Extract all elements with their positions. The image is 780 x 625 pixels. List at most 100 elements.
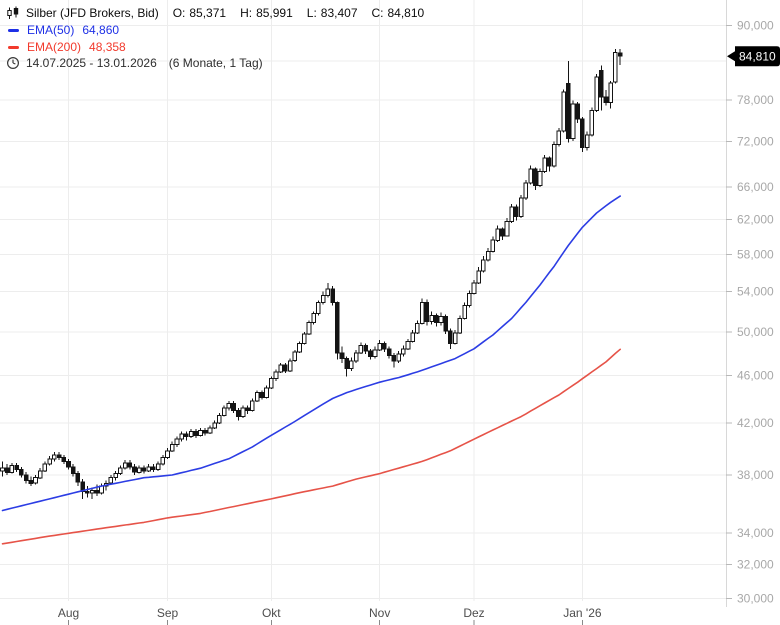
ema50-legend-row: EMA(50) 64,860 <box>6 23 119 37</box>
candle <box>198 427 203 437</box>
candle <box>56 452 62 461</box>
clock-icon <box>6 56 20 70</box>
candle <box>302 331 307 345</box>
candle <box>617 49 623 65</box>
last-price-tag: 84,810 <box>727 46 780 67</box>
candle <box>566 61 571 143</box>
candle <box>561 89 566 133</box>
candle <box>372 346 378 359</box>
candle <box>207 425 213 435</box>
ema200-line <box>1 348 621 545</box>
candle <box>462 302 467 320</box>
candle <box>476 267 481 284</box>
candle <box>448 328 453 349</box>
ema200-label: EMA(200) 48,358 <box>27 40 126 54</box>
y-axis-labels: 90,000 78,000 72,000 66,000 62,000 58,000 54,0… <box>726 18 774 605</box>
candle <box>9 462 15 474</box>
candle <box>424 299 430 326</box>
candle <box>75 470 81 487</box>
candle <box>490 236 496 253</box>
candle <box>438 312 444 326</box>
candle <box>509 203 514 223</box>
y-axis-label: 58,000 <box>737 247 774 261</box>
candle <box>240 405 246 418</box>
candle <box>85 486 90 498</box>
period-range: 14.07.2025 - 13.01.2026 <box>26 56 157 70</box>
instrument-title: Silber (JFD Brokers, Bid) <box>26 6 159 20</box>
candle <box>28 476 34 487</box>
candle <box>250 398 255 412</box>
y-axis-label: 72,000 <box>737 135 774 149</box>
candle <box>89 487 95 499</box>
candle <box>551 141 557 168</box>
candle <box>452 329 458 345</box>
candle <box>287 358 293 372</box>
candlestick-icon <box>6 6 20 20</box>
candle <box>136 465 142 474</box>
candle <box>132 464 137 475</box>
month-label: Jan '26 <box>563 606 602 620</box>
y-axis-label: 38,000 <box>737 468 774 482</box>
candle <box>386 346 392 359</box>
candle <box>99 483 104 495</box>
candle <box>122 460 128 470</box>
candle <box>231 400 236 413</box>
candle <box>4 464 10 475</box>
candle <box>344 356 349 377</box>
candle <box>325 283 331 298</box>
v-gridlines <box>68 0 583 601</box>
candle <box>594 73 599 113</box>
ema200-dash-icon <box>8 45 19 49</box>
ohlc-open: O: 85,371 <box>172 6 227 20</box>
candle <box>155 461 161 471</box>
y-axis-label: 78,000 <box>737 93 774 107</box>
period-detail: (6 Monate, 1 Tag) <box>168 56 263 70</box>
candle <box>33 475 38 485</box>
candle <box>316 300 321 316</box>
candle <box>70 464 76 477</box>
candle <box>259 390 265 400</box>
candle <box>127 460 133 470</box>
candle <box>613 49 618 84</box>
y-axis-label: 30,000 <box>737 591 774 605</box>
candle <box>80 479 86 499</box>
instrument-legend-row: Silber (JFD Brokers, Bid) O: 85,371 H: 85,… <box>6 6 424 20</box>
candle <box>467 290 472 308</box>
candle <box>382 341 387 352</box>
candle <box>419 298 425 325</box>
candle <box>113 470 119 481</box>
y-axis-label: 32,000 <box>737 558 774 572</box>
candle <box>589 107 595 137</box>
candle <box>146 464 151 473</box>
candle <box>221 405 227 417</box>
candle <box>202 427 208 436</box>
candle <box>174 436 180 447</box>
candle <box>608 80 614 109</box>
candle <box>368 348 373 360</box>
candle <box>335 301 340 360</box>
candle <box>396 351 401 363</box>
y-axis-label: 46,000 <box>737 368 774 382</box>
candles <box>0 49 623 499</box>
candle <box>514 204 519 221</box>
period-legend-row: 14.07.2025 - 13.01.2026 (6 Monate, 1 Tag… <box>6 56 263 70</box>
candle <box>108 475 114 485</box>
candle <box>212 420 217 429</box>
candle <box>118 465 123 475</box>
candle <box>306 320 312 335</box>
candle <box>292 349 298 362</box>
candle <box>410 329 415 343</box>
candle <box>235 408 241 421</box>
candle <box>575 101 581 124</box>
candle <box>533 167 538 191</box>
candle <box>528 165 533 185</box>
candle <box>570 100 576 141</box>
candle <box>518 195 524 218</box>
candle <box>245 405 250 415</box>
candle <box>226 400 232 411</box>
candle <box>184 431 189 441</box>
candle <box>23 472 29 484</box>
ohlc-close: C: 84,810 <box>371 6 425 20</box>
